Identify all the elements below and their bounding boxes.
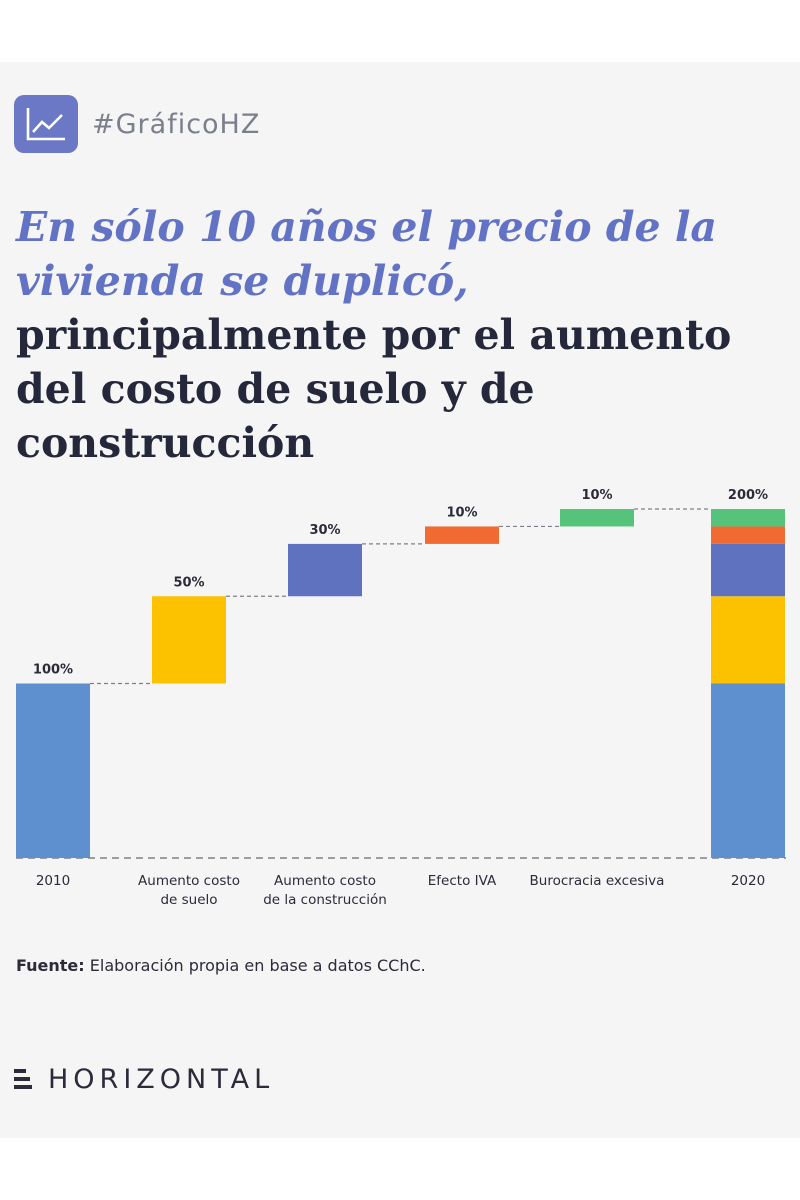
bar-segment	[711, 683, 785, 858]
category-label: Efecto IVA	[428, 873, 497, 889]
category-label: 2020	[731, 873, 765, 889]
data-label: 10%	[581, 488, 612, 503]
brand: HORIZONTAL	[14, 1064, 274, 1095]
category-label: de la construcción	[263, 892, 387, 908]
bar	[425, 526, 499, 544]
infographic-card: #GráficoHZ En sólo 10 años el precio de …	[0, 62, 800, 1138]
category-label: Aumento costo	[138, 873, 240, 889]
waterfall-chart: 100% 50% 30% 10% 10% 200% 2010 Aumento costo de …	[16, 488, 786, 908]
bar	[16, 683, 90, 858]
data-label: 200%	[728, 488, 768, 503]
category-label: Aumento costo	[274, 873, 376, 889]
hashtag-row: #GráficoHZ	[14, 95, 261, 153]
data-label: 100%	[33, 663, 73, 678]
bar-segment	[711, 596, 785, 684]
bar-segment	[711, 509, 785, 527]
bar	[560, 509, 634, 527]
category-label: Burocracia excesiva	[530, 873, 665, 889]
horizontal-logo-icon	[14, 1067, 32, 1093]
data-label: 50%	[173, 575, 204, 590]
headline: En sólo 10 años el precio de la vivienda…	[16, 200, 786, 470]
source-note: Fuente: Elaboración propia en base a dat…	[16, 956, 426, 975]
bar-segment	[711, 543, 785, 597]
data-label: 10%	[446, 505, 477, 520]
category-label: de suelo	[160, 892, 217, 908]
category-label: 2010	[36, 873, 70, 889]
source-text: Elaboración propia en base a datos CChC.	[84, 956, 426, 975]
brand-name: HORIZONTAL	[48, 1064, 275, 1095]
data-label: 30%	[309, 523, 340, 538]
bar	[152, 596, 226, 684]
source-label: Fuente:	[16, 956, 85, 975]
headline-rest: principalmente por el aumento del costo …	[16, 311, 732, 467]
line-chart-icon	[14, 95, 78, 153]
bar	[288, 543, 362, 597]
hashtag-label: #GráficoHZ	[92, 108, 261, 140]
bar-segment	[711, 526, 785, 544]
headline-accent: En sólo 10 años el precio de la vivienda…	[16, 203, 717, 305]
